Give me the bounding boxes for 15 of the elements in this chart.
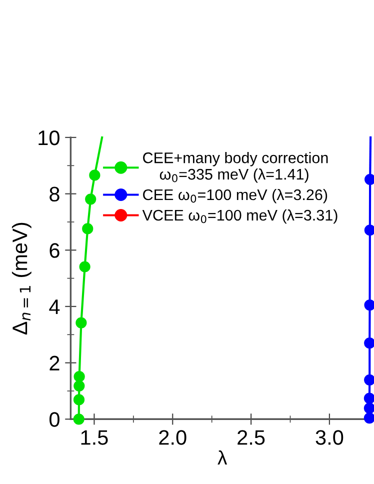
x-axis-title: λ [218, 450, 228, 464]
x-tick-label: 2.5 [238, 430, 265, 445]
y-tick-label: 10 [38, 130, 60, 146]
legend-label: CEE ω$_{0}$=100 meV (λ=3.26) [143, 188, 328, 204]
legend-label: CEE+many body correction ω$_{0}$=335 meV (λ=1.41) [143, 152, 328, 183]
y-axis-title: Δ$_{n=1}$ (meV) [12, 222, 32, 335]
y-tick-label: 8 [50, 186, 60, 202]
y-tick-label: 0 [50, 412, 60, 427]
x-tick-label: 3.0 [316, 430, 344, 445]
y-tick-label: 6 [50, 243, 60, 258]
legend-label: VCEE ω$_{0}$=100 meV (λ=3.31) [142, 209, 338, 224]
x-tick-label: 2.0 [159, 430, 186, 445]
x-tick-label: 1.5 [81, 430, 108, 445]
y-tick-label: 4 [49, 300, 60, 314]
y-tick-label: 2 [50, 356, 60, 370]
